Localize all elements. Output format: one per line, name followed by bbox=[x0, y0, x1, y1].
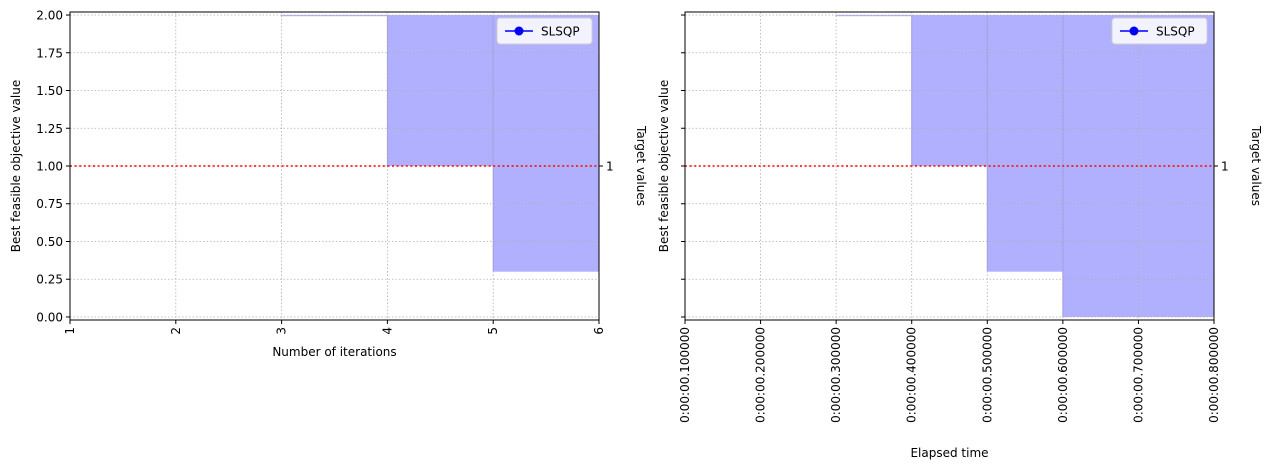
x-tick-label-2: 0:00:00.300000 bbox=[829, 327, 843, 423]
x-tick-label-5: 6 bbox=[592, 327, 606, 335]
y-tick-label-1: 0.25 bbox=[36, 273, 63, 287]
x-tick-label-3: 0:00:00.400000 bbox=[905, 327, 919, 423]
y-tick-label-0: 0.00 bbox=[36, 310, 63, 324]
series-fill-step-0 bbox=[281, 15, 388, 17]
x-tick-label-0: 0:00:00.100000 bbox=[678, 327, 692, 423]
elapsed-time-panel: 0:00:00.100000 0:00:00.200000 0:00:00.3000… bbox=[657, 11, 1263, 460]
x-tick-label-6: 0:00:00.700000 bbox=[1131, 327, 1145, 423]
x-tick-label-4: 0:00:00.500000 bbox=[980, 327, 994, 423]
x-tick-label-2: 3 bbox=[275, 327, 289, 335]
x-tick-label-1: 0:00:00.200000 bbox=[754, 327, 768, 423]
y-tick-label-3: 0.75 bbox=[36, 197, 63, 211]
legend-label: SLSQP bbox=[1156, 25, 1195, 39]
x-tick-label-5: 0:00:00.600000 bbox=[1056, 327, 1070, 423]
y-tick-label-2: 0.50 bbox=[36, 235, 63, 249]
series-fill-step-0 bbox=[836, 15, 912, 17]
series-fill-step-2 bbox=[493, 15, 599, 272]
series-fill-step-2 bbox=[987, 15, 1063, 272]
x-axis-label: Elapsed time bbox=[910, 446, 988, 460]
legend-marker bbox=[514, 26, 524, 36]
y-tick-label-7: 1.75 bbox=[36, 46, 63, 60]
y-tick-label-6: 1.50 bbox=[36, 84, 63, 98]
y-axis-label: Best feasible objective value bbox=[9, 80, 23, 252]
legend-box bbox=[1111, 17, 1208, 45]
right-axis-label: Target values bbox=[634, 125, 648, 206]
x-axis-label: Number of iterations bbox=[272, 345, 396, 359]
y-tick-label-5: 1.25 bbox=[36, 122, 63, 136]
x-tick-label-0: 1 bbox=[63, 327, 77, 335]
right-axis-label: Target values bbox=[1249, 125, 1263, 206]
legend-marker bbox=[1129, 26, 1139, 36]
legend-label: SLSQP bbox=[541, 25, 580, 39]
series-fill-step-1 bbox=[387, 15, 494, 166]
iterations-panel: 1 2 3 4 5 6 0.00 0.25 0.50 0.75 1.00 1.25 1.50 1.75 2.… bbox=[9, 9, 648, 359]
legend-box bbox=[496, 17, 593, 45]
y-tick-label-4: 1.00 bbox=[36, 160, 63, 174]
y-tick-label-8: 2.00 bbox=[36, 9, 63, 23]
x-tick-label-1: 2 bbox=[169, 327, 183, 335]
x-tick-label-3: 4 bbox=[380, 327, 394, 335]
target-tick-label: 1 bbox=[1221, 160, 1229, 174]
x-tick-label-4: 5 bbox=[486, 327, 500, 335]
target-tick-label: 1 bbox=[606, 160, 614, 174]
y-axis-label: Best feasible objective value bbox=[657, 80, 671, 252]
x-tick-label-7: 0:00:00.800000 bbox=[1207, 327, 1221, 423]
